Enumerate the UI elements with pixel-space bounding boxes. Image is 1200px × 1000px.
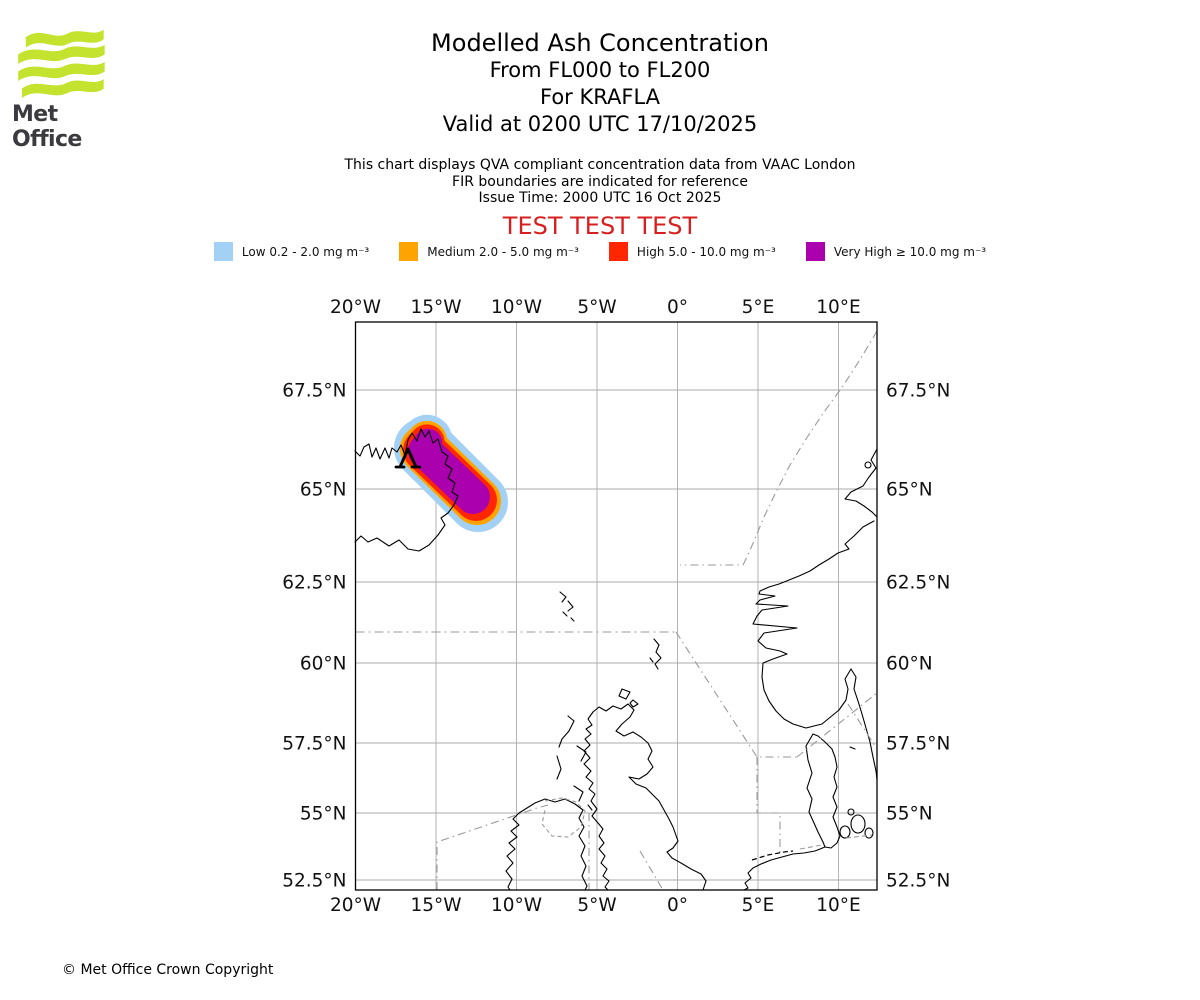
fir-boundary-northern-ireland xyxy=(541,797,586,838)
lat-tick-left-65°N: 65°N xyxy=(300,480,347,501)
lat-tick-left-60°N: 60°N xyxy=(300,654,347,675)
fir-boundary-denmark xyxy=(756,757,781,853)
lat-tick-left-57.5°N: 57.5°N xyxy=(282,734,346,755)
lon-tick-top-20°W: 20°W xyxy=(330,297,381,318)
lon-tick-top-5°W: 5°W xyxy=(577,297,616,318)
volcano-subtitle: For KRAFLA xyxy=(540,85,660,109)
chart-title: Modelled Ash Concentration xyxy=(431,29,769,57)
legend-swatch-high xyxy=(608,242,628,261)
met-office-logo: Met Office xyxy=(12,24,108,152)
lat-tick-right-57.5°N: 57.5°N xyxy=(886,734,950,755)
fir-boundaries xyxy=(355,330,878,891)
legend-label-very_high: Very High ≥ 10.0 mg m⁻³ xyxy=(833,244,987,259)
legend-label-low: Low 0.2 - 2.0 mg m⁻³ xyxy=(241,244,370,259)
hebrides-coastline xyxy=(556,715,593,811)
lon-tick-top-15°W: 15°W xyxy=(410,297,461,318)
fir-boundary-north-sea xyxy=(675,631,878,758)
lat-tick-right-62.5°N: 62.5°N xyxy=(886,573,950,594)
lon-tick-bottom-10°W: 10°W xyxy=(491,895,542,916)
lat-tick-right-67.5°N: 67.5°N xyxy=(886,381,950,402)
plume-band-lobe-very_high xyxy=(413,428,443,458)
fir-boundary-shannon xyxy=(436,804,549,890)
lat-tick-left-67.5°N: 67.5°N xyxy=(282,381,346,402)
lon-tick-top-10°W: 10°W xyxy=(491,297,542,318)
ireland-coastline xyxy=(505,798,588,891)
german-dutch-coastline xyxy=(743,846,826,891)
lon-tick-bottom-15°W: 15°W xyxy=(410,895,461,916)
denmark-jutland-coastline xyxy=(805,733,841,849)
norway-north-coastline xyxy=(844,448,878,518)
fir-boundary-norwegian-sea xyxy=(680,330,878,566)
coastlines xyxy=(354,428,878,891)
fir-boundary-skagerrak xyxy=(847,703,878,750)
orkney-coastline xyxy=(618,688,639,708)
lat-tick-left-55°N: 55°N xyxy=(300,804,347,825)
great-britain-west-coastline xyxy=(583,711,610,891)
lat-tick-right-60°N: 60°N xyxy=(886,654,933,675)
norway-main-coastline xyxy=(752,520,878,781)
danish-islet xyxy=(847,808,855,816)
lat-tick-left-62.5°N: 62.5°N xyxy=(282,573,346,594)
fir-dashes-danish-isles xyxy=(799,834,873,850)
volcano-marker-icon xyxy=(394,447,422,469)
legend-swatch-low xyxy=(213,242,233,261)
concentration-legend: Low 0.2 - 2.0 mg m⁻³ Medium 2.0 - 5.0 mg … xyxy=(0,242,1200,261)
lon-tick-top-10°E: 10°E xyxy=(816,297,860,318)
plume-band-very_high xyxy=(408,434,490,514)
copyright-text: © Met Office Crown Copyright xyxy=(62,962,274,978)
lon-tick-bottom-5°W: 5°W xyxy=(577,895,616,916)
lat-tick-right-65°N: 65°N xyxy=(886,480,933,501)
map-tick-labels: 20°W 20°W 15°W 15°W 10°W 10°W 5°W 5°W 0° 0° 5°E 5°E… xyxy=(282,297,950,916)
shetland-coastline xyxy=(649,638,662,670)
issue-time: Issue Time: 2000 UTC 16 Oct 2025 xyxy=(478,190,722,206)
title-block: Modelled Ash Concentration From FL000 to… xyxy=(0,0,1200,138)
lon-tick-bottom-0°: 0° xyxy=(667,895,688,916)
fir-boundary-amsterdam xyxy=(639,850,664,891)
iceland-coastline xyxy=(354,428,459,552)
legend-item-medium: Medium 2.0 - 5.0 mg m⁻³ xyxy=(399,242,579,261)
legend-swatch-very_high xyxy=(805,242,825,261)
lon-tick-bottom-5°E: 5°E xyxy=(742,895,775,916)
lon-tick-bottom-10°E: 10°E xyxy=(816,895,860,916)
fir-boundary-german-bight xyxy=(751,850,794,861)
met-office-logotype: Met Office xyxy=(12,102,82,152)
great-britain-east-coastline xyxy=(592,703,707,891)
funen-island xyxy=(839,825,851,839)
fir-note: FIR boundaries are indicated for referen… xyxy=(452,173,748,190)
lat-tick-right-52.5°N: 52.5°N xyxy=(886,871,950,892)
map-gridlines xyxy=(355,322,877,890)
info-block: This chart displays QVA compliant concen… xyxy=(0,157,1200,207)
legend-label-medium: Medium 2.0 - 5.0 mg m⁻³ xyxy=(427,244,579,259)
qva-note: This chart displays QVA compliant concen… xyxy=(344,157,856,173)
danish-island xyxy=(864,827,874,839)
lon-tick-bottom-20°W: 20°W xyxy=(330,895,381,916)
legend-swatch-medium xyxy=(399,242,419,261)
faroe-islands-coastline xyxy=(559,591,575,622)
flight-level-subtitle: From FL000 to FL200 xyxy=(489,58,711,82)
test-banner: TEST TEST TEST xyxy=(502,212,698,240)
lat-tick-left-52.5°N: 52.5°N xyxy=(282,871,346,892)
legend-item-high: High 5.0 - 10.0 mg m⁻³ xyxy=(608,242,776,261)
legend-label-high: High 5.0 - 10.0 mg m⁻³ xyxy=(636,244,776,259)
map-frame xyxy=(354,321,878,891)
lon-tick-top-0°: 0° xyxy=(667,297,688,318)
zealand-island xyxy=(850,814,866,834)
met-office-waves-icon xyxy=(18,29,105,99)
gothenburg-islets xyxy=(849,746,856,750)
norway-island xyxy=(864,461,872,469)
legend-item-low: Low 0.2 - 2.0 mg m⁻³ xyxy=(213,242,370,261)
ash-plume xyxy=(394,414,508,532)
lon-tick-top-5°E: 5°E xyxy=(742,297,775,318)
valid-time-subtitle: Valid at 0200 UTC 17/10/2025 xyxy=(442,112,758,136)
lat-tick-right-55°N: 55°N xyxy=(886,804,933,825)
legend-item-very_high: Very High ≥ 10.0 mg m⁻³ xyxy=(805,242,987,261)
